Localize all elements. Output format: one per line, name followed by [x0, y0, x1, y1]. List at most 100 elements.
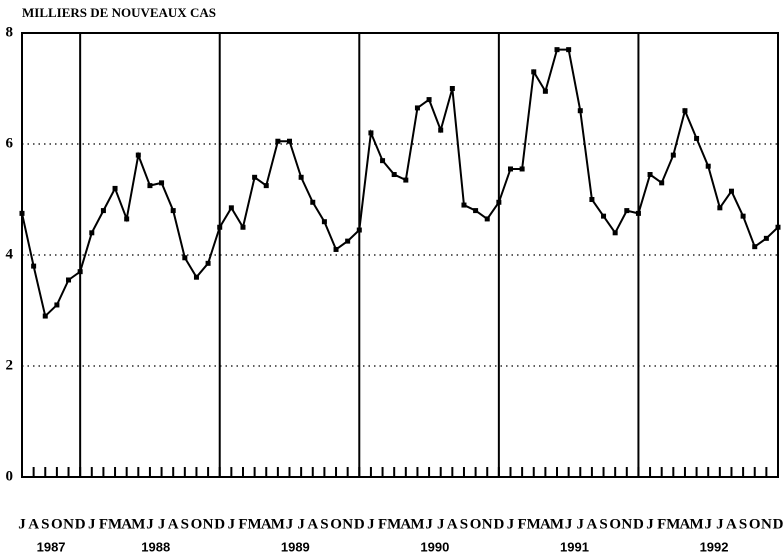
data-point: [484, 216, 490, 222]
data-point: [275, 138, 281, 144]
plot-frame: [21, 32, 779, 478]
data-point: [554, 47, 560, 53]
x-tick-label: F: [378, 516, 387, 532]
data-point: [356, 227, 362, 233]
data-point: [263, 183, 269, 189]
x-tick-label: D: [633, 516, 644, 532]
x-tick-label: M: [410, 516, 424, 532]
x-tick-label: S: [181, 516, 189, 532]
x-tick-label: S: [599, 516, 607, 532]
data-point: [473, 208, 479, 214]
data-point: [147, 183, 153, 189]
y-tick-label: 0: [6, 468, 14, 484]
x-tick-label: A: [726, 516, 737, 532]
data-line: [21, 48, 779, 318]
y-tick-label: 8: [6, 24, 14, 40]
data-point: [601, 213, 607, 219]
data-point: [414, 105, 420, 111]
x-tick-label: A: [586, 516, 597, 532]
x-tick-label: J: [565, 516, 573, 532]
data-point: [298, 174, 304, 180]
x-tick-label: J: [18, 516, 26, 532]
x-tick-label: J: [158, 516, 166, 532]
y-tick-label: 4: [6, 246, 14, 262]
data-point: [345, 238, 351, 244]
data-point: [193, 274, 199, 280]
x-tick-label: S: [41, 516, 49, 532]
data-point: [694, 135, 700, 141]
x-tick-label: A: [447, 516, 458, 532]
x-tick-label: D: [773, 516, 783, 532]
x-tick-label: N: [63, 516, 74, 532]
data-point: [124, 216, 130, 222]
x-tick-label: J: [716, 516, 724, 532]
y-axis-title: MILLIERS DE NOUVEAUX CAS: [22, 5, 216, 20]
x-tick-label: J: [367, 516, 375, 532]
x-tick-label: J: [704, 516, 712, 532]
x-tick-label: A: [680, 516, 691, 532]
x-tick-label: O: [191, 516, 203, 532]
x-tick-label: J: [146, 516, 154, 532]
x-tick-label: A: [261, 516, 272, 532]
data-point: [763, 235, 769, 241]
x-tick-label: A: [168, 516, 179, 532]
data-point: [77, 269, 83, 275]
data-point: [240, 224, 246, 230]
data-point: [159, 180, 165, 186]
data-point: [321, 219, 327, 225]
data-point: [54, 302, 60, 308]
data-point: [31, 263, 37, 269]
data-point: [566, 47, 572, 53]
data-point: [577, 108, 583, 114]
year-label: 1990: [420, 539, 449, 554]
data-point: [740, 213, 746, 219]
data-point: [182, 255, 188, 261]
x-tick-label: A: [28, 516, 39, 532]
x-tick-label: F: [238, 516, 247, 532]
x-tick-label: O: [51, 516, 63, 532]
data-point: [659, 180, 665, 186]
data-point: [217, 224, 223, 230]
data-point: [66, 277, 72, 283]
x-tick-label: N: [621, 516, 632, 532]
data-point: [531, 69, 537, 75]
x-tick-label: J: [437, 516, 445, 532]
y-tick-label: 6: [6, 135, 14, 151]
data-point: [368, 130, 374, 136]
data-point: [391, 172, 397, 178]
data-point: [42, 313, 48, 319]
data-point: [135, 152, 141, 158]
x-tick-label: J: [425, 516, 433, 532]
x-tick-label: J: [88, 516, 96, 532]
data-point: [403, 177, 409, 183]
data-point: [670, 152, 676, 158]
data-point: [542, 88, 548, 94]
data-point: [426, 97, 432, 103]
data-point: [717, 205, 723, 211]
data-point: [449, 86, 455, 91]
x-tick-label: D: [214, 516, 225, 532]
data-point: [589, 197, 595, 202]
x-tick-label: F: [657, 516, 666, 532]
x-tick-label: J: [286, 516, 294, 532]
x-tick-label: J: [646, 516, 654, 532]
x-tick-label: D: [75, 516, 86, 532]
x-tick-label: D: [354, 516, 365, 532]
x-tick-label: O: [330, 516, 342, 532]
x-tick-label: M: [248, 516, 262, 532]
data-point: [310, 199, 316, 205]
x-tick-label: S: [460, 516, 468, 532]
x-tick-label: O: [609, 516, 621, 532]
x-tick-label: M: [131, 516, 145, 532]
x-tick-label: M: [387, 516, 401, 532]
x-tick-label: M: [108, 516, 122, 532]
x-tick-label: J: [577, 516, 585, 532]
data-point: [647, 172, 653, 178]
data-point: [205, 260, 211, 266]
x-tick-label: M: [666, 516, 680, 532]
data-point: [775, 224, 781, 230]
x-tick-label: J: [507, 516, 515, 532]
data-point: [752, 244, 758, 250]
data-point: [100, 208, 106, 214]
data-point: [682, 108, 688, 114]
